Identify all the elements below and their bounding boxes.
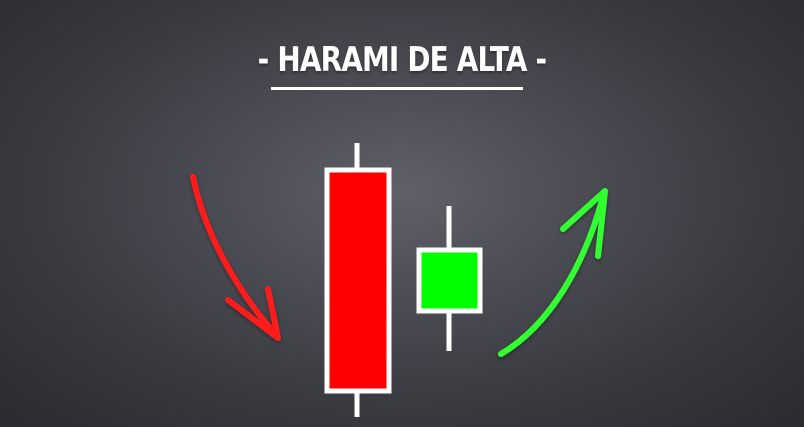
bearish-candle-body [324,167,392,394]
page-title: - HARAMI DE ALTA - [257,40,547,80]
bearish-candle [324,143,392,417]
uptrend-arrow-shaft [498,190,607,357]
uptrend-arrow-icon [498,188,608,357]
uptrend-arrow-head [560,188,608,259]
bullish-candle [416,206,483,351]
bullish-candle-body [416,247,483,314]
downtrend-arrow-shaft [190,174,279,338]
downtrend-arrow-head [225,286,281,341]
title-underline [271,87,523,90]
downtrend-arrow-icon [190,174,281,341]
